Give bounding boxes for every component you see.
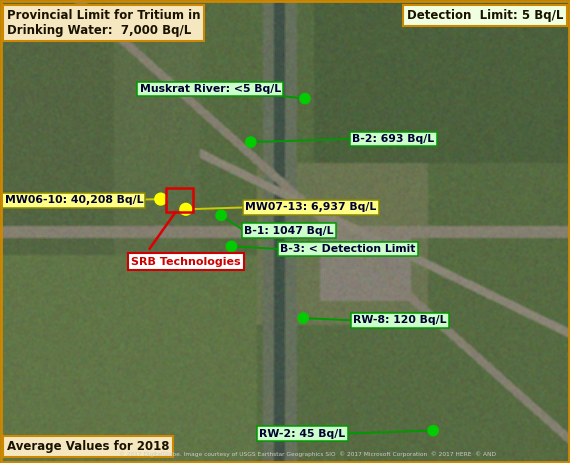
Point: [246, 138, 255, 146]
Text: RW-8: 120 Bq/L: RW-8: 120 Bq/L: [353, 315, 447, 325]
Point: [156, 195, 165, 203]
Text: Muskrat River: <5 Bq/L: Muskrat River: <5 Bq/L: [140, 84, 281, 94]
Point: [429, 427, 438, 434]
Text: B-2: 693 Bq/L: B-2: 693 Bq/L: [352, 134, 434, 144]
Point: [181, 206, 190, 213]
Text: © 2017 DigitalGlobe. Image courtesy of USGS Earthstar Geographics SIO  © 2017 Mi: © 2017 DigitalGlobe. Image courtesy of U…: [119, 452, 496, 457]
Text: MW07-13: 6,937 Bq/L: MW07-13: 6,937 Bq/L: [245, 202, 376, 213]
Text: MW06-10: 40,208 Bq/L: MW06-10: 40,208 Bq/L: [5, 195, 143, 206]
Text: Average Values for 2018: Average Values for 2018: [7, 440, 169, 453]
Text: Detection  Limit: 5 Bq/L: Detection Limit: 5 Bq/L: [407, 9, 563, 22]
Point: [227, 243, 236, 250]
Text: Provincial Limit for Tritium in
Drinking Water:  7,000 Bq/L: Provincial Limit for Tritium in Drinking…: [7, 9, 200, 37]
Text: B-3: < Detection Limit: B-3: < Detection Limit: [280, 244, 416, 254]
Text: RW-2: 45 Bq/L: RW-2: 45 Bq/L: [259, 429, 345, 439]
Point: [300, 95, 310, 102]
Bar: [166, 188, 193, 212]
Point: [299, 314, 308, 322]
Point: [217, 212, 226, 219]
Text: B-1: 1047 Bq/L: B-1: 1047 Bq/L: [244, 225, 333, 236]
Text: SRB Technologies: SRB Technologies: [131, 257, 241, 267]
